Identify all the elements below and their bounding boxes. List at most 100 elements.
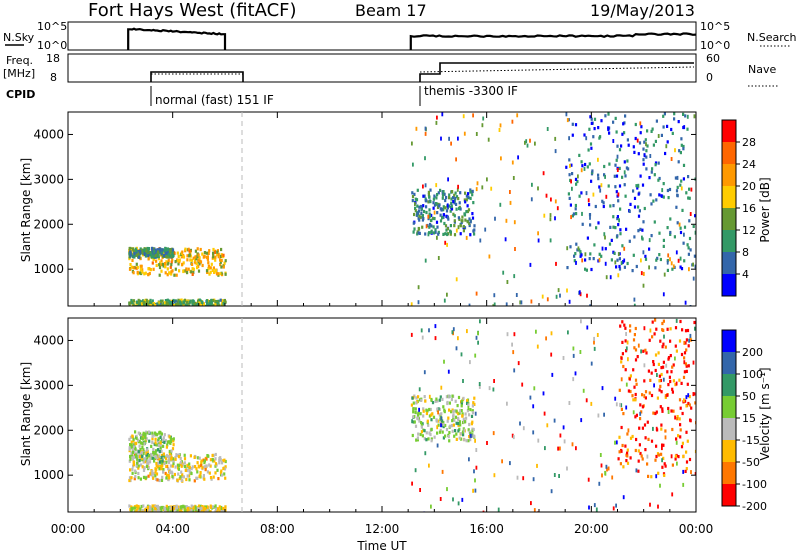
data-cell	[200, 463, 203, 468]
data-cell	[592, 135, 595, 139]
scatter-cell	[575, 260, 577, 265]
data-cell	[462, 417, 465, 421]
data-cell	[422, 194, 425, 198]
data-cell	[685, 404, 688, 408]
data-cell	[128, 437, 131, 441]
scatter-cell	[575, 446, 577, 451]
data-cell	[186, 507, 190, 511]
colorbar-bin	[722, 484, 736, 506]
data-cell	[619, 228, 622, 232]
data-cell	[654, 458, 657, 462]
data-cell	[169, 506, 172, 510]
data-cell	[141, 445, 144, 450]
data-cell	[144, 440, 147, 444]
data-cell	[186, 463, 189, 467]
scatter-cell	[424, 183, 427, 188]
data-cell	[688, 219, 691, 223]
data-cell	[204, 468, 207, 472]
data-cell	[131, 301, 134, 305]
data-cell	[420, 421, 423, 425]
data-cell	[187, 299, 190, 303]
data-cell	[132, 299, 136, 303]
data-cell	[618, 267, 622, 271]
data-cell	[415, 438, 418, 442]
data-cell	[629, 329, 632, 333]
data-cell	[411, 433, 414, 438]
data-cell	[652, 199, 655, 203]
data-cell	[621, 175, 624, 179]
scatter-cell	[437, 256, 440, 260]
data-cell	[411, 199, 414, 203]
data-cell	[206, 470, 209, 474]
scatter-cell	[434, 336, 437, 341]
data-cell	[197, 464, 200, 468]
data-cell	[149, 268, 152, 272]
data-cell	[679, 230, 683, 235]
data-cell	[415, 396, 418, 400]
data-cell	[194, 465, 197, 469]
scatter-cell	[474, 438, 476, 443]
data-cell	[140, 451, 143, 455]
data-cell	[135, 454, 138, 459]
data-cell	[168, 471, 171, 475]
data-cell	[462, 396, 465, 400]
data-cell	[448, 193, 451, 197]
data-cell	[434, 399, 437, 403]
data-cell	[167, 506, 171, 510]
scatter-cell	[570, 179, 572, 184]
data-cell	[584, 162, 587, 167]
data-cell	[213, 250, 216, 255]
data-cell	[635, 413, 638, 417]
data-cell	[429, 200, 432, 204]
data-cell	[165, 454, 168, 458]
data-cell	[458, 420, 462, 424]
data-cell	[625, 459, 628, 463]
scatter-cell	[665, 144, 668, 149]
scatter-cell	[536, 463, 538, 468]
data-cell	[150, 255, 153, 259]
scatter-cell	[616, 154, 619, 159]
data-cell	[214, 303, 217, 306]
data-cell	[222, 506, 225, 511]
data-cell	[431, 401, 435, 405]
scatter-cell	[443, 298, 446, 303]
scatter-cell	[472, 488, 474, 493]
data-cell	[679, 406, 682, 410]
data-cell	[222, 466, 225, 471]
data-cell	[608, 242, 612, 246]
data-cell	[141, 509, 144, 512]
data-cell	[442, 423, 445, 427]
data-cell	[661, 409, 664, 413]
data-cell	[575, 182, 578, 186]
scatter-cell	[655, 426, 658, 431]
data-cell	[143, 305, 146, 306]
scatter-cell	[529, 138, 531, 143]
data-cell	[172, 437, 175, 441]
data-cell	[179, 505, 183, 509]
data-cell	[410, 403, 413, 407]
data-cell	[453, 224, 456, 228]
data-cell	[224, 465, 227, 469]
data-cell	[173, 299, 176, 304]
data-cell	[465, 198, 468, 202]
data-cell	[172, 439, 175, 443]
data-cell	[442, 213, 445, 217]
data-cell	[655, 258, 658, 262]
data-cell	[432, 231, 436, 235]
data-cell	[637, 459, 640, 463]
data-cell	[644, 348, 647, 352]
data-cell	[148, 510, 151, 512]
scatter-cell	[632, 410, 635, 415]
data-cell	[423, 395, 426, 399]
data-cell	[445, 395, 448, 399]
data-cell	[454, 399, 457, 403]
data-cell	[146, 301, 149, 305]
data-cell	[601, 199, 604, 203]
scatter-cell	[649, 502, 651, 507]
data-cell	[201, 263, 204, 268]
scatter-cell	[639, 121, 642, 126]
scatter-cell	[585, 136, 588, 141]
data-cell	[471, 189, 474, 193]
